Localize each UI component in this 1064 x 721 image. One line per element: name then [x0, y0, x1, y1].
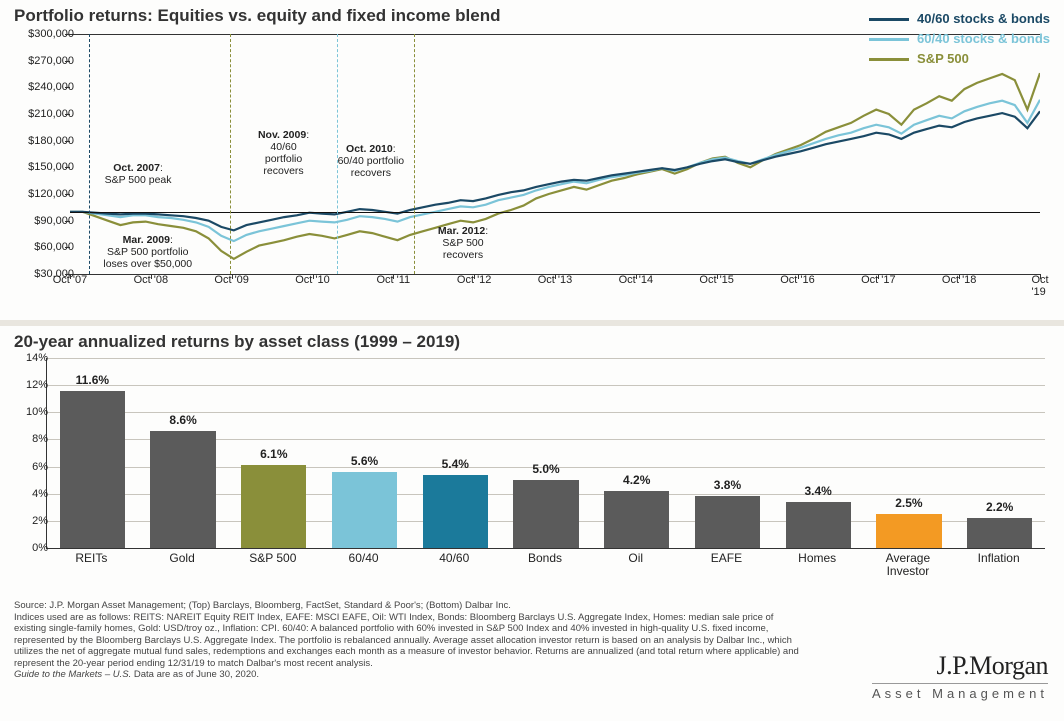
- footnote: Source: J.P. Morgan Asset Management; (T…: [14, 600, 804, 681]
- top-chart-title: Portfolio returns: Equities vs. equity a…: [14, 6, 500, 26]
- legend-label: 60/40 stocks & bonds: [917, 30, 1050, 48]
- footnote-detail: Indices used are as follows: REITS: NARE…: [14, 612, 804, 670]
- bar-x-label: Homes: [777, 552, 857, 565]
- baseline-100k: [70, 212, 1040, 213]
- bar-x-label: S&P 500: [233, 552, 313, 565]
- bar-x-label: Gold: [142, 552, 222, 565]
- bar-y-label: 4%: [20, 488, 48, 500]
- bar-x-label: Oil: [596, 552, 676, 565]
- bar-value-label: 5.0%: [532, 462, 559, 476]
- bar-value-label: 4.2%: [623, 473, 650, 487]
- top-legend: 40/60 stocks & bonds 60/40 stocks & bonds…: [869, 10, 1050, 70]
- bar: [150, 431, 215, 548]
- legend-swatch: [869, 38, 909, 41]
- bar-y-label: 12%: [20, 379, 48, 391]
- bar-value-label: 2.2%: [986, 500, 1013, 514]
- bar: [695, 496, 760, 548]
- event-marker: [230, 34, 231, 274]
- legend-swatch: [869, 18, 909, 21]
- bar-value-label: 6.1%: [260, 447, 287, 461]
- legend-label: 40/60 stocks & bonds: [917, 10, 1050, 28]
- legend-swatch: [869, 58, 909, 61]
- top-plot-area: Oct. 2007:S&P 500 peak Mar. 2009:S&P 500 …: [70, 34, 1040, 275]
- legend-item: 40/60 stocks & bonds: [869, 10, 1050, 28]
- bar-value-label: 3.4%: [804, 484, 831, 498]
- bar-x-label: 40/60: [414, 552, 494, 565]
- bar-plot-area: 11.6% 8.6% 6.1% 5.6% 5.4% 5.0% 4.2% 3.8% 3.4% 2.5…: [46, 358, 1045, 549]
- bar-value-label: 5.4%: [442, 457, 469, 471]
- bar-value-label: 2.5%: [895, 496, 922, 510]
- footnote-guide: Guide to the Markets – U.S. Data are as …: [14, 669, 804, 681]
- brand-sub: Asset Management: [872, 683, 1048, 701]
- bar-y-label: 10%: [20, 406, 48, 418]
- chart-annotation: Mar. 2012:S&P 500recovers: [418, 225, 508, 261]
- bar: [241, 465, 306, 548]
- chart-annotation: Oct. 2007:S&P 500 peak: [93, 162, 183, 186]
- line-series-svg: [70, 34, 1040, 274]
- bar: [876, 514, 941, 548]
- bar-y-label: 14%: [20, 352, 48, 364]
- legend-item: 60/40 stocks & bonds: [869, 30, 1050, 48]
- bar-x-label: REITs: [51, 552, 131, 565]
- legend-item: S&P 500: [869, 50, 1050, 68]
- bar: [786, 502, 851, 548]
- bar-x-label: 60/40: [324, 552, 404, 565]
- bar-value-label: 11.6%: [76, 373, 109, 387]
- top-chart: Oct. 2007:S&P 500 peak Mar. 2009:S&P 500 …: [14, 28, 1050, 308]
- bar: [332, 472, 397, 548]
- brand-name: J.P.Morgan: [872, 651, 1048, 681]
- bar-value-label: 3.8%: [714, 478, 741, 492]
- bar-y-label: 2%: [20, 515, 48, 527]
- chart-annotation: Oct. 2010:60/40 portfoliorecovers: [326, 143, 416, 179]
- bar-y-label: 8%: [20, 433, 48, 445]
- chart-annotation: Mar. 2009:S&P 500 portfolioloses over $5…: [103, 234, 193, 270]
- bottom-chart: 11.6% 8.6% 6.1% 5.6% 5.4% 5.0% 4.2% 3.8% 3.4% 2.5…: [14, 358, 1050, 583]
- brand-logo: J.P.Morgan Asset Management: [872, 651, 1048, 701]
- bar: [423, 475, 488, 548]
- footnote-source: Source: J.P. Morgan Asset Management; (T…: [14, 600, 804, 612]
- bottom-chart-title: 20-year annualized returns by asset clas…: [14, 332, 460, 352]
- bar-x-label: EAFE: [686, 552, 766, 565]
- section-divider: [0, 320, 1064, 326]
- series-line: [70, 100, 1040, 241]
- bar-value-label: 8.6%: [169, 413, 196, 427]
- bar-x-label: AverageInvestor: [868, 552, 948, 578]
- bar: [513, 480, 578, 548]
- bar-y-label: 0%: [20, 542, 48, 554]
- chart-annotation: Nov. 2009:40/60portfoliorecovers: [239, 129, 329, 177]
- bar-value-label: 5.6%: [351, 454, 378, 468]
- event-marker: [89, 34, 90, 274]
- legend-label: S&P 500: [917, 50, 969, 68]
- bar-y-label: 6%: [20, 461, 48, 473]
- bar-x-label: Inflation: [959, 552, 1039, 565]
- bar: [967, 518, 1032, 548]
- bar: [604, 491, 669, 548]
- bar-x-label: Bonds: [505, 552, 585, 565]
- bar: [60, 391, 125, 548]
